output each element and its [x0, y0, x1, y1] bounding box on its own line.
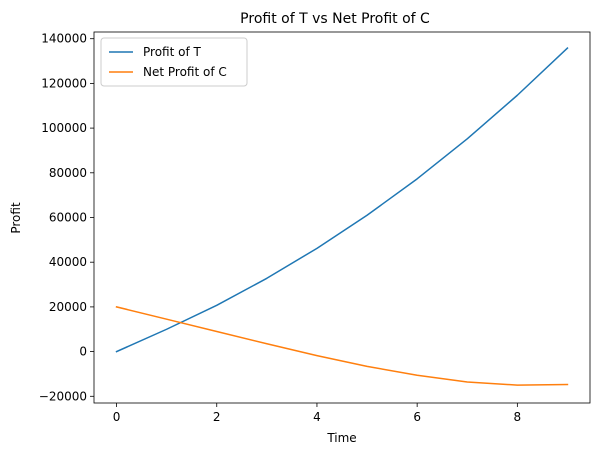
y-tick-label: 120000 — [41, 76, 87, 90]
series-line-2 — [115, 305, 569, 386]
y-tick-label: 20000 — [49, 300, 87, 314]
x-tick-label: 0 — [113, 410, 121, 424]
y-tick-label: 40000 — [49, 255, 87, 269]
legend-box — [100, 37, 248, 87]
y-tick-label: 80000 — [49, 166, 87, 180]
y-axis-label: Profit — [9, 202, 23, 234]
legend: Profit of T Net Profit of C — [100, 37, 248, 87]
legend-label-1: Profit of T — [143, 45, 201, 59]
x-tick-label: 6 — [413, 410, 421, 424]
y-tick-label: 60000 — [49, 211, 87, 225]
series-line-1 — [115, 47, 569, 353]
x-tick-label: 2 — [213, 410, 221, 424]
chart-title: Profit of T vs Net Profit of C — [240, 11, 430, 27]
y-tick-label: 100000 — [41, 121, 87, 135]
x-tick-label: 4 — [313, 410, 321, 424]
axes-frame — [93, 31, 591, 404]
y-tick-label: 140000 — [41, 32, 87, 46]
y-tick-label: 0 — [79, 345, 87, 359]
x-tick-label: 8 — [514, 410, 522, 424]
plot-area: 0 2 4 6 8 −20000 0 20000 40000 60000 80000 100000 12… — [39, 31, 591, 424]
x-axis-label: Time — [326, 431, 356, 445]
y-tick-label: −20000 — [39, 389, 87, 403]
legend-label-2: Net Profit of C — [143, 65, 227, 79]
